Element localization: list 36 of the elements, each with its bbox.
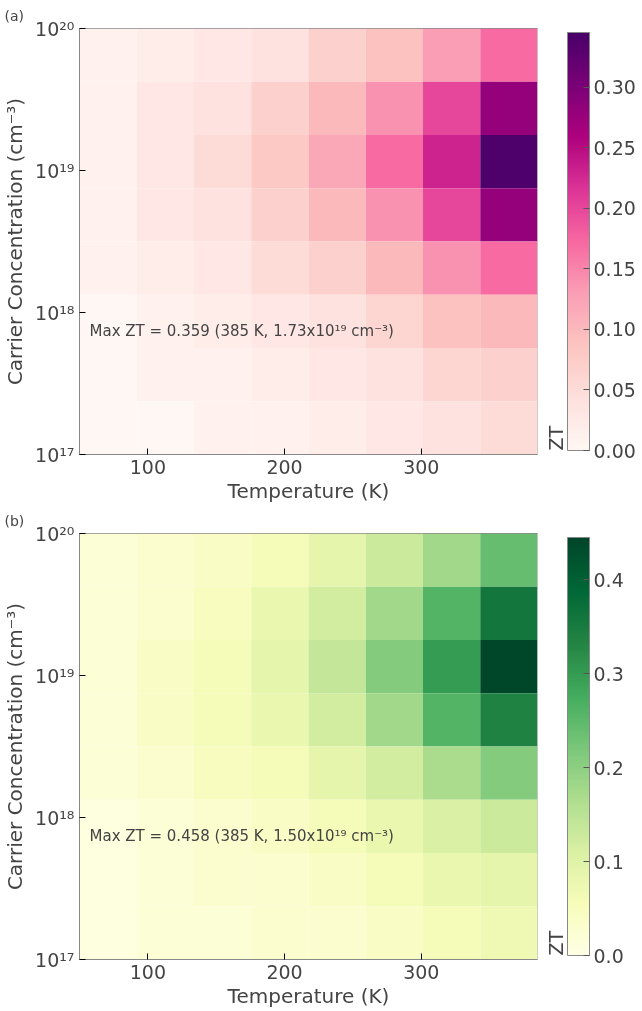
y-tick-label: 10²⁰ bbox=[35, 17, 75, 40]
color-bar-label: 0.3 bbox=[593, 662, 624, 685]
x-tick-label: 200 bbox=[266, 960, 303, 983]
x-tick-label: 300 bbox=[403, 455, 440, 478]
color-bar-label: 0.25 bbox=[593, 136, 636, 159]
x-axis-title: Temperature (K) bbox=[226, 478, 390, 503]
y-tick-label: 10²⁰ bbox=[35, 522, 75, 545]
x-tick-label: 300 bbox=[403, 960, 440, 983]
color-bar-label: 0.15 bbox=[593, 257, 636, 280]
color-bar-label: 0.1 bbox=[593, 850, 624, 873]
y-tick-label: 10¹⁸ bbox=[35, 301, 75, 324]
x-tick-label: 200 bbox=[266, 455, 303, 478]
color-bar-title: ZT bbox=[544, 930, 567, 956]
y-tick-label: 10¹⁷ bbox=[35, 948, 75, 971]
x-tick-label: 100 bbox=[129, 960, 166, 983]
x-axis-title: Temperature (K) bbox=[226, 983, 390, 1008]
color-bar-label: 0.20 bbox=[593, 197, 636, 220]
y-tick-label: 10¹⁹ bbox=[35, 664, 75, 687]
y-tick-label: 10¹⁷ bbox=[35, 443, 75, 466]
y-tick-label: 10¹⁸ bbox=[35, 806, 75, 829]
annotation: Max ZT = 0.458 (385 K, 1.50x10¹⁹ cm⁻³) bbox=[89, 826, 394, 845]
color-bar-label: 0.0 bbox=[593, 944, 624, 967]
x-tick-label: 100 bbox=[129, 455, 166, 478]
y-tick-label: 10¹⁹ bbox=[35, 159, 75, 182]
color-bar-label: 0.05 bbox=[593, 378, 636, 401]
chart-title: (b) bbox=[4, 512, 25, 529]
color-bar-title: ZT bbox=[544, 425, 567, 451]
y-axis-title: Carrier Concentration (cm⁻³) bbox=[3, 97, 28, 386]
color-bar-label: 0.10 bbox=[593, 318, 636, 341]
annotation: Max ZT = 0.359 (385 K, 1.73x10¹⁹ cm⁻³) bbox=[89, 321, 394, 340]
chart-title: (a) bbox=[4, 7, 25, 24]
color-bar-label: 0.30 bbox=[593, 76, 636, 99]
color-bar-label: 0.00 bbox=[593, 439, 636, 462]
y-axis-title: Carrier Concentration (cm⁻³) bbox=[3, 602, 28, 891]
color-bar-label: 0.2 bbox=[593, 756, 624, 779]
color-bar-label: 0.4 bbox=[593, 568, 624, 591]
